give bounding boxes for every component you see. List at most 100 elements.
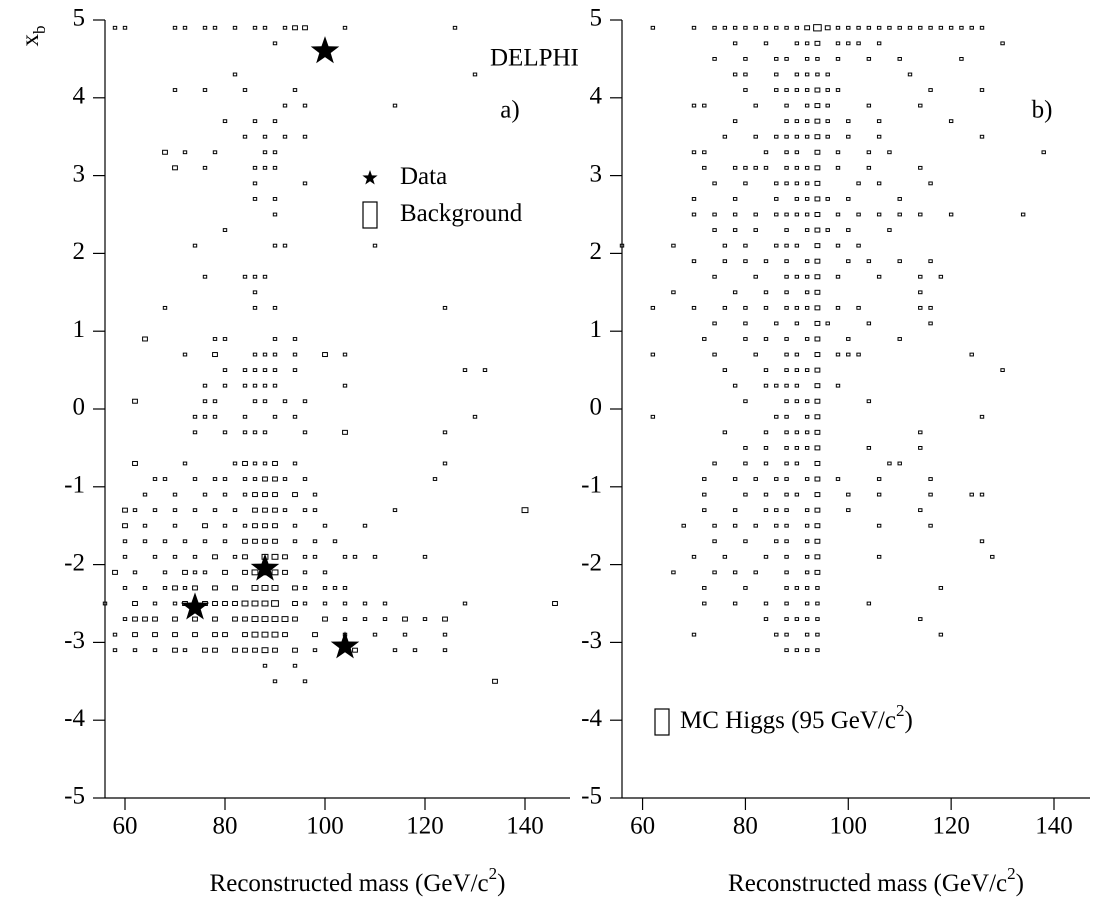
histogram-box	[112, 648, 118, 653]
histogram-box	[252, 181, 258, 186]
histogram-box	[753, 25, 758, 30]
histogram-box	[172, 492, 178, 497]
x-tick-label: 120	[406, 813, 444, 840]
histogram-box	[272, 197, 278, 201]
histogram-box	[232, 554, 238, 559]
histogram-box	[784, 243, 789, 248]
histogram-box	[272, 41, 278, 46]
histogram-box	[866, 57, 872, 61]
x-tick-label: 60	[113, 813, 138, 840]
histogram-box	[784, 181, 789, 186]
histogram-box	[212, 414, 218, 419]
histogram-box	[252, 492, 258, 498]
histogram-box	[252, 430, 258, 435]
histogram-box	[302, 586, 308, 590]
histogram-box	[835, 25, 841, 30]
histogram-box	[192, 414, 198, 419]
histogram-box	[897, 25, 902, 30]
histogram-box	[262, 352, 268, 357]
histogram-box	[172, 585, 178, 591]
histogram-box	[784, 103, 789, 108]
histogram-box	[712, 523, 717, 528]
histogram-box	[472, 414, 478, 419]
histogram-box	[784, 399, 789, 404]
histogram-box	[442, 648, 448, 653]
histogram-box	[212, 601, 218, 606]
histogram-box	[979, 134, 985, 139]
histogram-box	[835, 212, 841, 217]
histogram-box	[804, 508, 810, 513]
histogram-box	[856, 212, 861, 217]
histogram-box	[292, 88, 298, 92]
histogram-box	[142, 336, 148, 342]
histogram-box	[918, 103, 923, 108]
histogram-box	[292, 414, 298, 419]
histogram-box	[261, 647, 269, 654]
histogram-box	[866, 259, 872, 264]
histogram-box	[928, 477, 933, 481]
histogram-box	[969, 352, 974, 357]
histogram-box	[846, 337, 851, 341]
histogram-box	[702, 477, 707, 481]
histogram-box	[192, 243, 198, 248]
histogram-box	[1020, 212, 1026, 217]
histogram-box	[928, 259, 933, 264]
histogram-box	[152, 477, 158, 481]
histogram-box	[835, 150, 841, 155]
histogram-box	[302, 570, 308, 575]
y-tick-label: -1	[64, 472, 85, 499]
histogram-box	[702, 508, 707, 513]
histogram-box	[262, 368, 268, 373]
histogram-box	[928, 88, 933, 92]
histogram-box	[172, 523, 178, 528]
histogram-box	[251, 585, 259, 591]
histogram-box	[774, 321, 779, 326]
histogram-box	[312, 539, 318, 544]
histogram-box	[122, 507, 128, 513]
histogram-box	[342, 25, 348, 30]
histogram-box	[825, 134, 830, 139]
histogram-box	[794, 368, 800, 373]
histogram-box	[252, 25, 258, 30]
histogram-box	[784, 414, 789, 419]
histogram-box	[251, 569, 259, 576]
histogram-box	[825, 88, 830, 92]
histogram-box	[959, 25, 964, 30]
legend-label-part: Data	[400, 163, 447, 190]
histogram-box	[442, 461, 448, 466]
histogram-box	[897, 461, 902, 466]
histogram-box	[442, 616, 448, 622]
histogram-box	[897, 212, 902, 217]
histogram-box	[492, 678, 498, 684]
histogram-box	[222, 383, 228, 388]
histogram-box	[784, 228, 789, 232]
histogram-box	[814, 40, 821, 46]
histogram-box	[897, 337, 902, 341]
histogram-box	[252, 461, 258, 466]
histogram-box	[162, 586, 168, 590]
y-tick-label: -5	[581, 783, 602, 810]
histogram-box	[794, 648, 800, 653]
legend-label-part: MC Higgs (95 GeV/c	[680, 707, 896, 734]
histogram-box	[794, 430, 800, 435]
histogram-box	[969, 492, 974, 497]
histogram-box	[732, 601, 738, 606]
y-tick-label: -5	[64, 783, 85, 810]
histogram-box	[681, 523, 686, 528]
histogram-box	[763, 25, 769, 30]
panel-label: a)	[500, 97, 519, 124]
histogram-box	[222, 492, 228, 497]
histogram-box	[918, 446, 923, 450]
histogram-box	[918, 25, 923, 30]
histogram-box	[322, 601, 328, 606]
histogram-box	[722, 368, 728, 373]
histogram-box	[814, 118, 821, 124]
histogram-box	[784, 25, 789, 30]
histogram-box	[763, 337, 769, 341]
histogram-box	[402, 616, 408, 622]
histogram-box	[804, 181, 810, 186]
histogram-box	[712, 212, 717, 217]
histogram-box	[774, 539, 779, 544]
histogram-box	[252, 274, 258, 279]
y-axis-label-part: x	[17, 34, 44, 47]
